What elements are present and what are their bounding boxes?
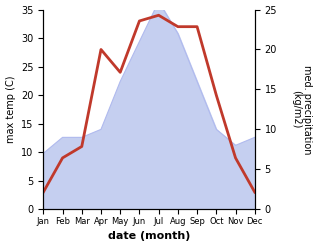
Y-axis label: max temp (C): max temp (C)	[5, 76, 16, 143]
Y-axis label: med. precipitation
(kg/m2): med. precipitation (kg/m2)	[291, 65, 313, 154]
X-axis label: date (month): date (month)	[108, 231, 190, 242]
